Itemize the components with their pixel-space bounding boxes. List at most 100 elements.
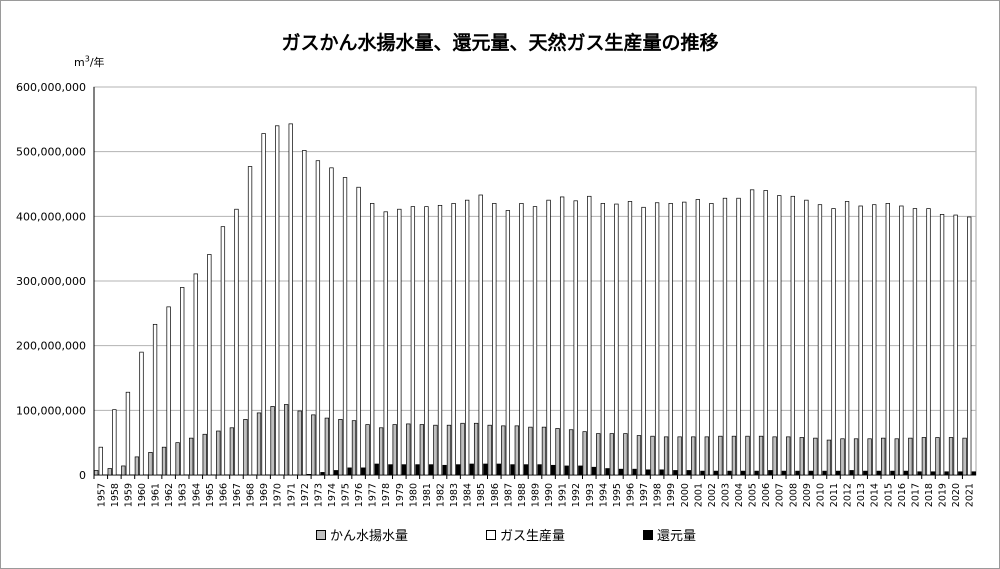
gas-bar — [532, 206, 538, 476]
gas-bar — [763, 190, 768, 476]
x-tick-label: 2020 — [951, 483, 962, 507]
x-tick-label: 1991 — [558, 483, 569, 507]
x-tick-label: 1964 — [191, 483, 202, 507]
y-tick-label: 0 — [79, 469, 86, 482]
x-tick-label: 2012 — [843, 483, 854, 507]
x-tick-label: 1994 — [598, 483, 609, 507]
gas-bar — [112, 409, 117, 476]
x-tick-label: 2017 — [910, 483, 921, 507]
y-tick-label: 200,000,000 — [16, 340, 86, 353]
x-tick-label: 2002 — [707, 483, 718, 507]
gas-bar — [302, 150, 307, 476]
brine-bar — [243, 419, 248, 476]
reinjection-bar — [822, 470, 827, 476]
gas-bar — [939, 214, 945, 476]
gas-bar — [722, 197, 728, 476]
reinjection-bar — [564, 465, 569, 476]
x-tick-label: 1988 — [517, 483, 528, 507]
x-tick-label: 2003 — [720, 483, 731, 507]
gas-bar — [912, 208, 918, 476]
x-tick-label: 1975 — [341, 483, 352, 507]
y-tick-label: 400,000,000 — [16, 210, 86, 223]
x-tick-label: 2005 — [748, 483, 759, 507]
reinjection-bar — [632, 468, 637, 476]
gas-bar — [885, 203, 890, 476]
x-tick-label: 1972 — [300, 483, 311, 507]
x-tick-label: 1978 — [381, 483, 392, 507]
brine-bar — [392, 424, 397, 476]
gas-bar — [261, 133, 266, 476]
reinjection-bar — [510, 464, 515, 476]
gas-bar — [546, 199, 551, 476]
x-tick-label: 1998 — [653, 483, 664, 507]
brine-bar — [582, 431, 587, 476]
reinjection-bar — [958, 471, 963, 476]
brine-bar — [813, 437, 818, 476]
gas-bar — [220, 226, 226, 476]
reinjection-bar — [917, 471, 922, 476]
x-tick-label: 2008 — [788, 483, 799, 507]
brine-bar — [691, 436, 696, 476]
brine-bar — [460, 422, 465, 476]
gas-bar — [844, 201, 850, 476]
gas-bar — [370, 203, 375, 476]
brine-bar — [555, 428, 560, 476]
y-tick-label: 300,000,000 — [16, 275, 86, 288]
gas-bar — [410, 206, 416, 476]
gas-bar — [641, 206, 646, 476]
legend-swatch-reinjection — [643, 529, 653, 540]
gas-bar — [478, 194, 483, 476]
x-tick-label: 1993 — [585, 483, 596, 507]
reinjection-bar — [415, 464, 420, 476]
gas-bar — [180, 287, 185, 476]
y-tick-label: 100,000,000 — [16, 404, 86, 417]
brine-bar — [935, 437, 940, 476]
brine-bar — [731, 435, 737, 476]
y-unit-superscript: 3 — [84, 54, 90, 64]
gas-bar — [573, 200, 578, 476]
brine-bar — [541, 426, 547, 476]
gas-bar — [437, 204, 443, 476]
x-tick-label: 1969 — [259, 483, 270, 507]
x-tick-label: 1962 — [164, 483, 175, 507]
x-tick-label: 1990 — [544, 483, 555, 507]
brine-bar — [446, 424, 452, 476]
reinjection-bar — [428, 464, 434, 476]
brine-bar — [921, 437, 927, 476]
reinjection-bar — [401, 464, 407, 476]
x-tick-label: 2019 — [938, 483, 949, 507]
brine-bar — [962, 437, 967, 476]
brine-bar — [745, 435, 750, 476]
gas-bar — [614, 203, 619, 476]
y-unit-base: m — [74, 56, 85, 69]
gas-bar — [451, 203, 456, 476]
gas-bar — [193, 273, 198, 476]
brine-bar — [772, 436, 777, 476]
reinjection-bar — [659, 469, 664, 476]
x-tick-label: 1973 — [313, 483, 324, 507]
brine-bar — [433, 424, 438, 476]
reinjection-bar — [876, 470, 881, 476]
reinjection-bar — [442, 464, 447, 476]
gas-bar — [967, 216, 972, 476]
reinjection-bar — [618, 468, 624, 476]
brine-bar — [596, 433, 601, 476]
x-tick-label: 1977 — [368, 483, 379, 507]
reinjection-bar — [591, 466, 597, 476]
brine-bar — [718, 435, 723, 476]
gas-bar — [600, 203, 605, 476]
brine-bar — [134, 456, 140, 476]
gas-bar — [329, 167, 334, 476]
reinjection-bar — [483, 463, 488, 476]
gas-bar — [505, 210, 511, 476]
reinjection-bar — [469, 463, 474, 476]
gas-bar — [152, 323, 158, 476]
gas-bar — [166, 306, 171, 476]
brine-bar — [840, 438, 845, 476]
reinjection-bar — [523, 464, 529, 476]
x-tick-label: 1989 — [531, 483, 542, 507]
brine-bar — [623, 433, 628, 476]
x-tick-label: 1967 — [232, 483, 243, 507]
reinjection-bar — [578, 465, 583, 476]
reinjection-bar — [781, 470, 786, 476]
